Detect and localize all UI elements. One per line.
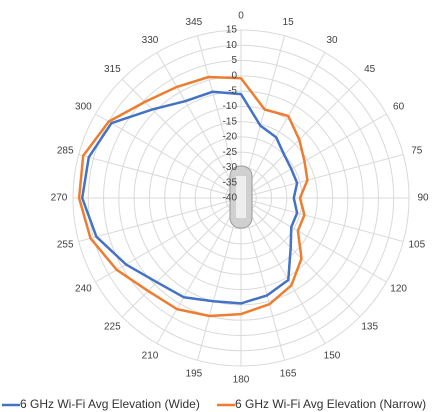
angle-label: 195 xyxy=(186,368,203,379)
spoke xyxy=(95,197,242,283)
angle-label: 285 xyxy=(57,146,74,157)
spoke xyxy=(240,154,404,199)
spoke xyxy=(95,113,242,199)
r-tick-label: -5 xyxy=(228,86,237,97)
device-image xyxy=(229,165,253,229)
spoke xyxy=(240,113,387,199)
angle-label: 75 xyxy=(411,146,423,157)
series-line xyxy=(80,90,299,305)
angle-label: 90 xyxy=(417,193,429,204)
spoke xyxy=(156,197,242,344)
r-tick-label: -30 xyxy=(223,162,238,173)
spoke xyxy=(240,197,387,283)
spoke xyxy=(240,78,361,199)
spoke xyxy=(78,154,242,199)
angle-label: 150 xyxy=(324,350,341,361)
angle-label: 15 xyxy=(283,17,295,28)
grid xyxy=(72,29,410,367)
angle-label: 135 xyxy=(361,321,378,332)
r-tick-label: 0 xyxy=(231,70,237,81)
angle-label: 240 xyxy=(75,284,92,295)
angle-label: 105 xyxy=(408,240,425,251)
spoke xyxy=(156,52,242,199)
spoke xyxy=(240,52,326,199)
r-tick-label: -10 xyxy=(223,101,238,112)
r-tick-label: -40 xyxy=(223,193,238,204)
angle-label: 255 xyxy=(57,240,74,251)
device-face xyxy=(236,176,246,218)
angle-label: 345 xyxy=(186,17,203,28)
angle-label: 225 xyxy=(104,321,121,332)
r-tick-label: 15 xyxy=(226,25,238,36)
angle-label: 300 xyxy=(75,102,92,113)
spoke xyxy=(240,197,326,344)
angle-label: 315 xyxy=(104,64,121,75)
angle-label: 120 xyxy=(390,284,407,295)
spoke xyxy=(121,197,242,318)
r-tick-label: 10 xyxy=(226,40,238,51)
angle-label: 45 xyxy=(364,64,376,75)
spoke xyxy=(78,197,242,242)
angle-label: 180 xyxy=(233,375,250,386)
spoke xyxy=(240,197,404,242)
angle-label: 0 xyxy=(238,11,244,22)
r-tick-label: 5 xyxy=(231,55,237,66)
spoke xyxy=(121,78,242,199)
r-tick-label: -25 xyxy=(223,147,238,158)
angle-label: 210 xyxy=(142,350,159,361)
r-tick-label: -15 xyxy=(223,116,238,127)
r-tick-label: -20 xyxy=(223,132,238,143)
legend-label: 6 GHz Wi-Fi Avg Elevation (Wide) xyxy=(20,397,200,411)
angle-label: 330 xyxy=(142,35,159,46)
legend-label: 6 GHz Wi-Fi Avg Elevation (Narrow) xyxy=(235,397,426,411)
angle-label: 60 xyxy=(393,102,405,113)
r-tick-label: -35 xyxy=(223,177,238,188)
angle-label: 165 xyxy=(280,368,297,379)
angle-label: 30 xyxy=(326,35,338,46)
legend: 6 GHz Wi-Fi Avg Elevation (Wide) 6 GHz Wi… xyxy=(2,397,426,411)
angle-label: 270 xyxy=(51,193,68,204)
series-line xyxy=(77,75,309,318)
